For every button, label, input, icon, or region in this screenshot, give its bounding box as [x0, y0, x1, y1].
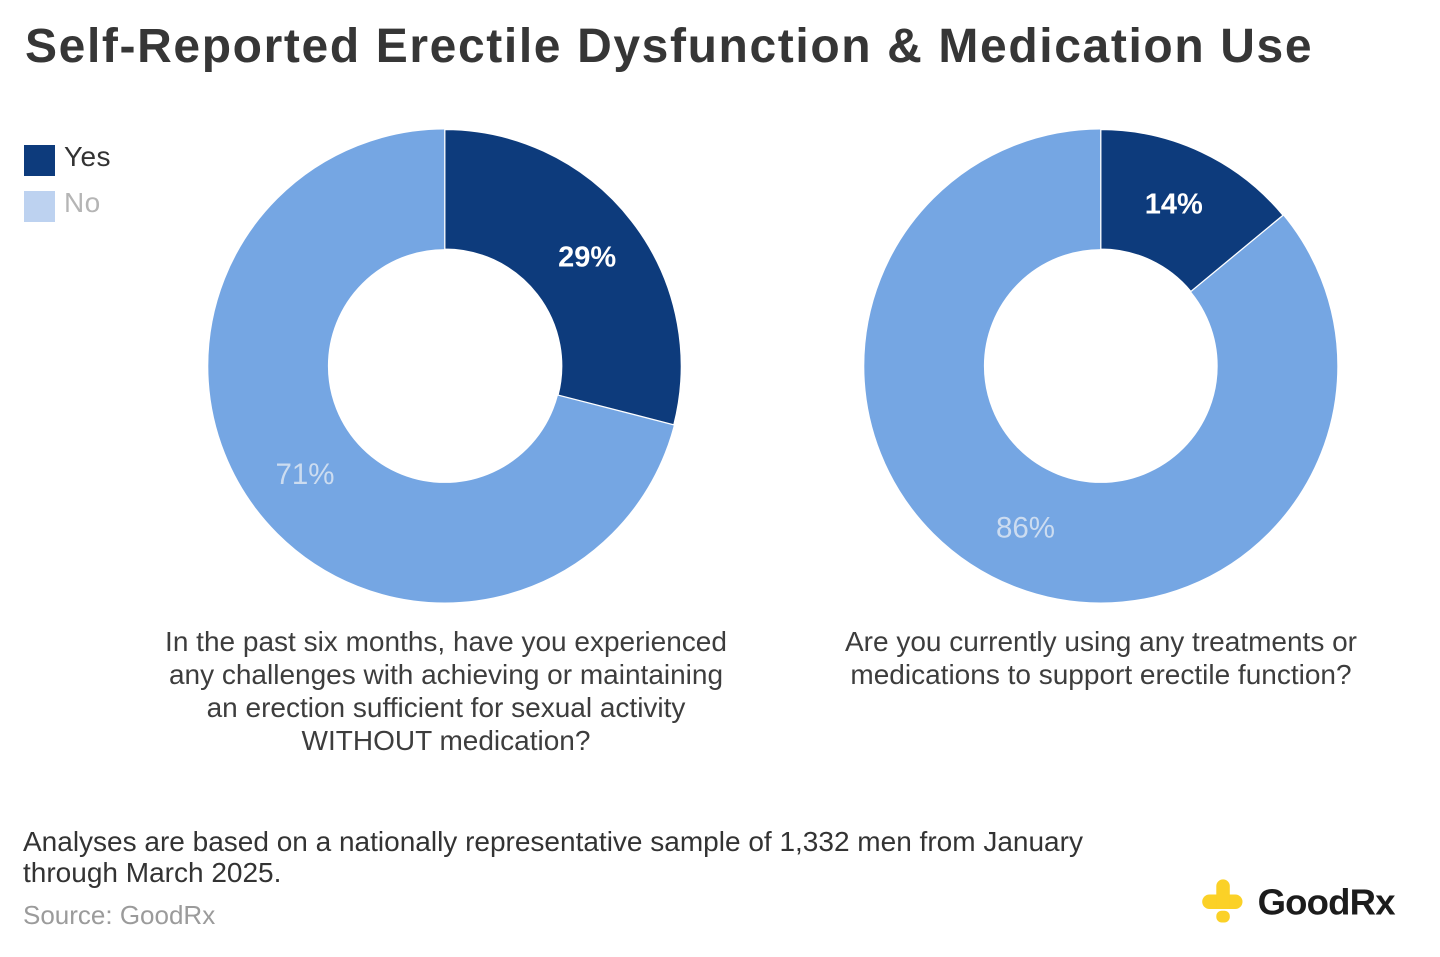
svg-text:86%: 86% [996, 512, 1055, 545]
svg-text:14%: 14% [1145, 188, 1203, 220]
svg-text:GoodRx: GoodRx [1258, 881, 1397, 922]
svg-text:71%: 71% [275, 458, 334, 491]
svg-text:29%: 29% [558, 242, 616, 274]
